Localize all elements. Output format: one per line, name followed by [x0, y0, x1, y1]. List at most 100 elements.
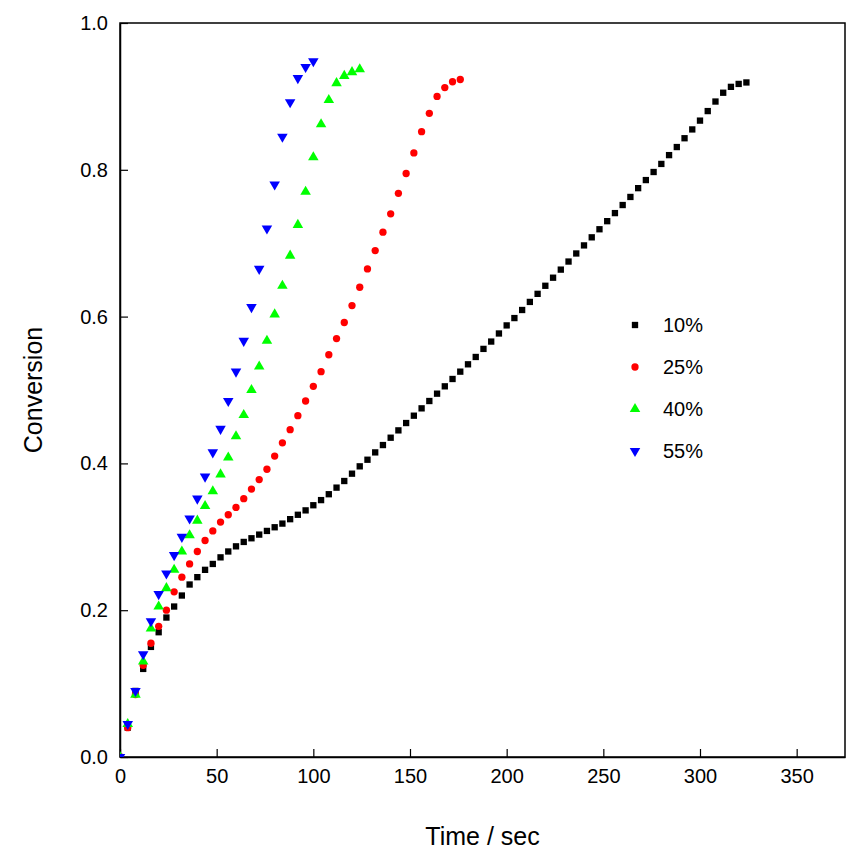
- x-tick-mark: [217, 749, 218, 757]
- x-tick: 300: [684, 749, 717, 787]
- data-point: [231, 430, 242, 439]
- plot-area: [120, 58, 750, 757]
- data-point: [163, 607, 170, 614]
- data-point: [192, 496, 203, 505]
- y-tick: 0.6: [80, 306, 128, 328]
- data-point: [627, 194, 633, 200]
- data-point: [318, 497, 324, 503]
- y-tick-label: 0.6: [80, 306, 108, 328]
- data-point: [504, 322, 510, 328]
- x-tick: 0: [115, 749, 126, 787]
- data-point: [348, 302, 355, 309]
- data-point: [179, 592, 185, 598]
- data-point: [736, 81, 742, 87]
- data-point: [558, 266, 564, 272]
- data-point: [434, 391, 440, 397]
- data-point: [263, 466, 270, 473]
- data-point: [457, 76, 464, 83]
- x-tick-mark: [700, 749, 701, 757]
- x-tick-label: 250: [587, 765, 620, 787]
- y-tick-label: 1.0: [80, 12, 108, 34]
- data-point: [666, 152, 672, 158]
- data-point: [395, 427, 401, 433]
- data-point: [300, 186, 311, 195]
- data-point: [248, 535, 254, 541]
- legend: 10%25%40%55%: [630, 314, 704, 462]
- legend-label: 55%: [663, 440, 703, 462]
- data-point: [269, 181, 280, 190]
- data-point: [130, 689, 141, 698]
- data-point: [254, 360, 265, 369]
- data-point: [232, 504, 239, 511]
- y-axis-title: Conversion: [19, 327, 47, 453]
- data-point: [712, 98, 718, 104]
- data-point: [295, 512, 301, 518]
- data-point: [277, 134, 288, 143]
- data-point: [310, 383, 317, 390]
- data-point: [194, 574, 200, 580]
- data-point: [674, 144, 680, 150]
- data-point: [223, 398, 234, 407]
- x-tick-label: 200: [490, 765, 523, 787]
- data-point: [279, 439, 286, 446]
- data-point: [388, 435, 394, 441]
- data-point: [650, 169, 656, 175]
- data-point: [372, 449, 378, 455]
- data-point: [256, 531, 262, 537]
- data-point: [231, 369, 242, 378]
- y-tick-label: 0.0: [80, 746, 108, 768]
- data-point: [262, 225, 273, 234]
- data-point: [689, 126, 695, 132]
- data-point: [317, 368, 324, 375]
- data-point: [248, 485, 255, 492]
- data-point: [122, 721, 133, 730]
- data-point: [325, 351, 332, 358]
- data-point: [349, 471, 355, 477]
- x-tick-mark: [410, 749, 411, 757]
- data-point: [364, 457, 370, 463]
- data-point: [171, 603, 177, 609]
- data-point: [519, 307, 525, 313]
- data-point: [293, 219, 304, 228]
- data-point: [380, 442, 386, 448]
- data-point: [186, 560, 193, 567]
- data-point: [217, 518, 224, 525]
- x-tick-mark: [603, 749, 604, 757]
- data-point: [184, 515, 195, 524]
- x-axis-title: Time / sec: [425, 822, 539, 850]
- data-point: [201, 537, 208, 544]
- data-point: [256, 476, 263, 483]
- background: [0, 0, 859, 858]
- data-point: [186, 581, 192, 587]
- y-tick-mark: [120, 170, 128, 171]
- data-point: [433, 93, 440, 100]
- data-point: [138, 651, 149, 660]
- data-point: [589, 234, 595, 240]
- data-point: [287, 516, 293, 522]
- data-point: [240, 495, 247, 502]
- data-point: [302, 397, 309, 404]
- data-point: [480, 346, 486, 352]
- data-point: [208, 485, 219, 494]
- data-point: [426, 110, 433, 117]
- data-point: [387, 210, 394, 217]
- data-point: [302, 507, 308, 513]
- data-point: [271, 452, 278, 459]
- y-tick-label: 0.4: [80, 452, 108, 474]
- legend-label: 25%: [663, 356, 703, 378]
- legend-marker: [632, 322, 638, 328]
- data-point: [550, 275, 556, 281]
- data-point: [269, 308, 280, 317]
- x-tick-label: 100: [297, 765, 330, 787]
- data-point: [215, 426, 226, 435]
- data-point: [147, 640, 154, 647]
- data-point: [596, 226, 602, 232]
- data-point: [341, 478, 347, 484]
- data-point: [635, 185, 641, 191]
- data-point: [163, 614, 169, 620]
- data-point: [333, 335, 340, 342]
- x-tick-mark: [313, 749, 314, 757]
- x-tick: 350: [780, 749, 813, 787]
- data-point: [120, 754, 125, 757]
- x-tick-label: 0: [115, 765, 126, 787]
